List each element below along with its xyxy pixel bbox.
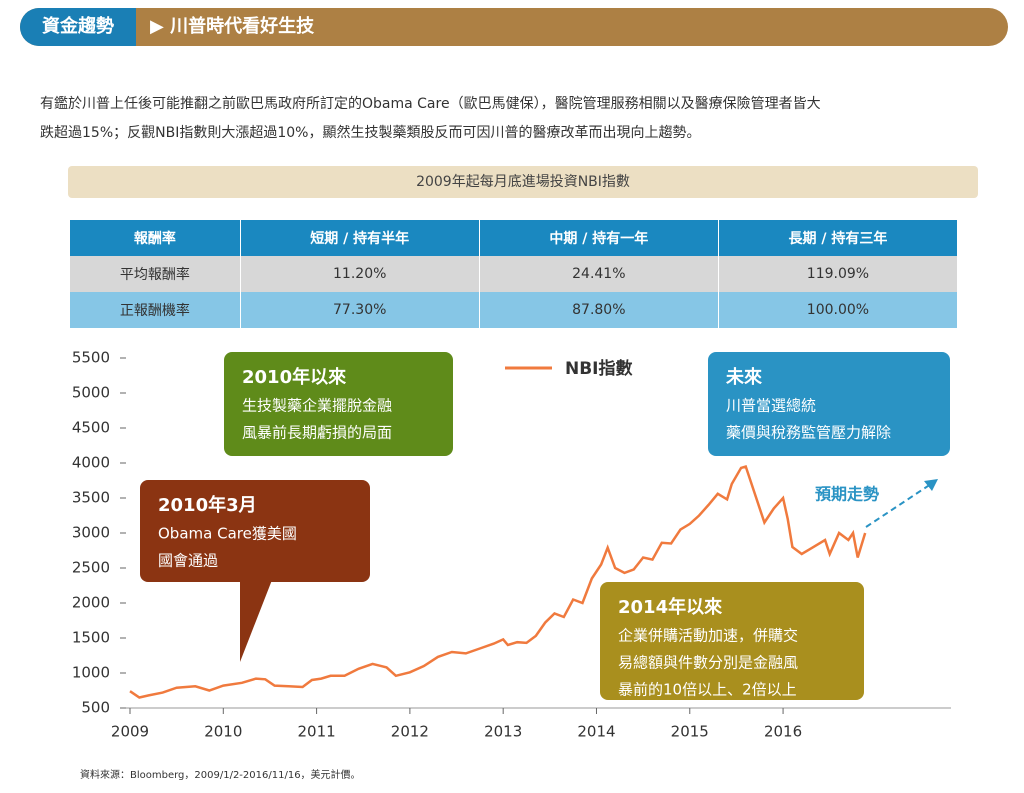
callout-box xyxy=(600,582,864,700)
y-tick-label: 5000 xyxy=(72,384,110,402)
table-cell: 87.80% xyxy=(479,292,719,328)
data-line xyxy=(129,464,867,699)
table-cell: 77.30% xyxy=(240,292,480,328)
y-tick-label: 3000 xyxy=(72,524,110,542)
table-header-cell: 報酬率 xyxy=(70,220,241,256)
y-tick-label: 4000 xyxy=(72,454,110,472)
callout-line: 川普當選總統 xyxy=(726,397,816,415)
table-header-cell: 短期 / 持有半年 xyxy=(240,220,480,256)
callout-line: 藥價與稅務監管壓力解除 xyxy=(726,424,891,442)
source-note: 資料來源：Bloomberg，2009/1/2-2016/11/16，美元計價。 xyxy=(80,770,361,781)
callout-tail xyxy=(240,580,272,662)
callout-line: 風暴前長期虧損的局面 xyxy=(242,424,392,442)
callout-line: 生技製藥企業擺脫金融 xyxy=(242,397,392,415)
callout-line: 易總額與件數分別是金融風 xyxy=(618,654,798,672)
table-cell: 119.09% xyxy=(718,256,959,292)
paragraph-line: 跌超過15%；反觀NBI指數則大漲超過10%，顯然生技製藥類股反而可因川普的醫療… xyxy=(40,125,701,141)
table-caption: 2009年起每月底進場投資NBI指數 xyxy=(68,166,978,198)
x-tick-label: 2013 xyxy=(484,723,522,741)
y-tick-label: 2500 xyxy=(72,559,110,577)
callout-line: 暴前的10倍以上、2倍以上 xyxy=(618,681,797,699)
table-cell: 100.00% xyxy=(718,292,959,328)
table-row: 正報酬機率 77.30% 87.80% 100.00% xyxy=(70,292,959,328)
x-tick-label: 2010 xyxy=(204,723,242,741)
chart: 500 1000 1500 2000 2500 3000 3500 4000 4500 5000 5… xyxy=(72,349,951,741)
callout-box xyxy=(708,352,950,456)
header-title: ▶ 川普時代看好生技 xyxy=(150,16,315,37)
trend-label: 預期走勢 xyxy=(815,485,879,504)
x-tick-label: 2016 xyxy=(764,723,802,741)
callout-title: 未來 xyxy=(726,366,762,388)
table-cell: 11.20% xyxy=(240,256,480,292)
trend-arrowhead xyxy=(924,479,938,491)
x-tick-label: 2014 xyxy=(577,723,615,741)
trend-arrow xyxy=(865,481,935,528)
x-tick-label: 2012 xyxy=(391,723,429,741)
callout-box xyxy=(140,480,370,582)
table-cell: 平均報酬率 xyxy=(70,256,241,292)
y-tick-label: 3500 xyxy=(72,489,110,507)
x-tick-label: 2011 xyxy=(297,723,335,741)
y-tick-label: 1000 xyxy=(72,664,110,682)
y-tick-label: 2000 xyxy=(72,594,110,612)
y-tick-label: 5500 xyxy=(72,349,110,367)
table-row: 平均報酬率 11.20% 24.41% 119.09% xyxy=(70,256,959,292)
y-tick-label: 1500 xyxy=(72,629,110,647)
y-tick-label: 4500 xyxy=(72,419,110,437)
x-tick-label: 2015 xyxy=(671,723,709,741)
callout-line: 國會通過 xyxy=(158,552,218,570)
callout-title: 2014年以來 xyxy=(618,596,722,618)
callout-box xyxy=(224,352,453,456)
paragraph: 有鑑於川普上任後可能推翻之前歐巴馬政府所訂定的Obama Care（歐巴馬健保）… xyxy=(40,90,821,148)
header-bar: 資金趨勢 ▶ 川普時代看好生技 xyxy=(20,8,1008,46)
y-tick-label: 500 xyxy=(81,699,110,717)
legend-label: NBI指數 xyxy=(565,358,633,379)
table: 報酬率 短期 / 持有半年 中期 / 持有一年 長期 / 持有三年 平均報酬率 11.20… xyxy=(70,220,959,328)
callout-title: 2010年以來 xyxy=(242,366,346,388)
callout-line: Obama Care獲美國 xyxy=(158,525,297,543)
x-tick-label: 2009 xyxy=(111,723,149,741)
table-cell: 24.41% xyxy=(479,256,719,292)
paragraph-line: 有鑑於川普上任後可能推翻之前歐巴馬政府所訂定的Obama Care（歐巴馬健保）… xyxy=(40,96,821,112)
callout-title: 2010年3月 xyxy=(158,494,257,516)
header-tag: 資金趨勢 xyxy=(20,8,136,46)
callout-line: 企業併購活動加速，併購交 xyxy=(618,627,798,645)
table-header-cell: 長期 / 持有三年 xyxy=(718,220,959,256)
table-header-cell: 中期 / 持有一年 xyxy=(479,220,719,256)
table-cell: 正報酬機率 xyxy=(70,292,241,328)
